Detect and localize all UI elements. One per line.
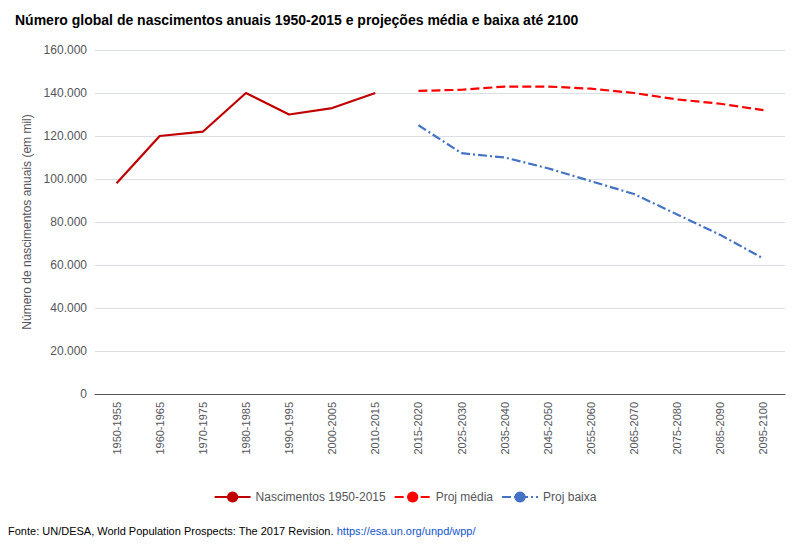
svg-text:1970-1975: 1970-1975 [197, 402, 209, 455]
svg-text:2075-2080: 2075-2080 [671, 402, 683, 455]
svg-text:2010-2015: 2010-2015 [369, 402, 381, 455]
svg-text:2065-2070: 2065-2070 [628, 402, 640, 455]
svg-text:2045-2050: 2045-2050 [542, 402, 554, 455]
svg-text:2015-2020: 2015-2020 [412, 402, 424, 455]
svg-text:2085-2090: 2085-2090 [714, 402, 726, 455]
svg-text:160.000: 160.000 [44, 43, 88, 57]
svg-text:40.000: 40.000 [50, 301, 87, 315]
svg-text:2055-2060: 2055-2060 [585, 402, 597, 455]
svg-text:1980-1985: 1980-1985 [240, 402, 252, 455]
svg-text:60.000: 60.000 [50, 258, 87, 272]
svg-text:100.000: 100.000 [44, 172, 88, 186]
svg-text:Número global de nascimentos a: Número global de nascimentos anuais 1950… [15, 12, 579, 28]
svg-text:80.000: 80.000 [50, 215, 87, 229]
svg-text:0: 0 [80, 387, 87, 401]
svg-text:2035-2040: 2035-2040 [499, 402, 511, 455]
svg-text:1990-1995: 1990-1995 [283, 402, 295, 455]
svg-text:2000-2005: 2000-2005 [326, 402, 338, 455]
svg-text:Fonte: UN/DESA, World Populati: Fonte: UN/DESA, World Population Prospec… [8, 525, 333, 537]
svg-text:120.000: 120.000 [44, 129, 88, 143]
svg-text:20.000: 20.000 [50, 344, 87, 358]
svg-text:1950-1955: 1950-1955 [111, 402, 123, 455]
svg-text:2095-2100: 2095-2100 [757, 402, 769, 455]
svg-text:140.000: 140.000 [44, 86, 88, 100]
svg-text:1960-1965: 1960-1965 [154, 402, 166, 455]
svg-text:Proj média: Proj média [436, 490, 494, 504]
svg-text:Número de nascimentos anuais (: Número de nascimentos anuais (em mil) [20, 114, 34, 329]
svg-text:2025-2030: 2025-2030 [456, 402, 468, 455]
svg-text:Proj baixa: Proj baixa [543, 490, 597, 504]
svg-text:https://esa.un.org/unpd/wpp/: https://esa.un.org/unpd/wpp/ [337, 525, 477, 537]
svg-text:Nascimentos 1950-2015: Nascimentos 1950-2015 [256, 490, 386, 504]
